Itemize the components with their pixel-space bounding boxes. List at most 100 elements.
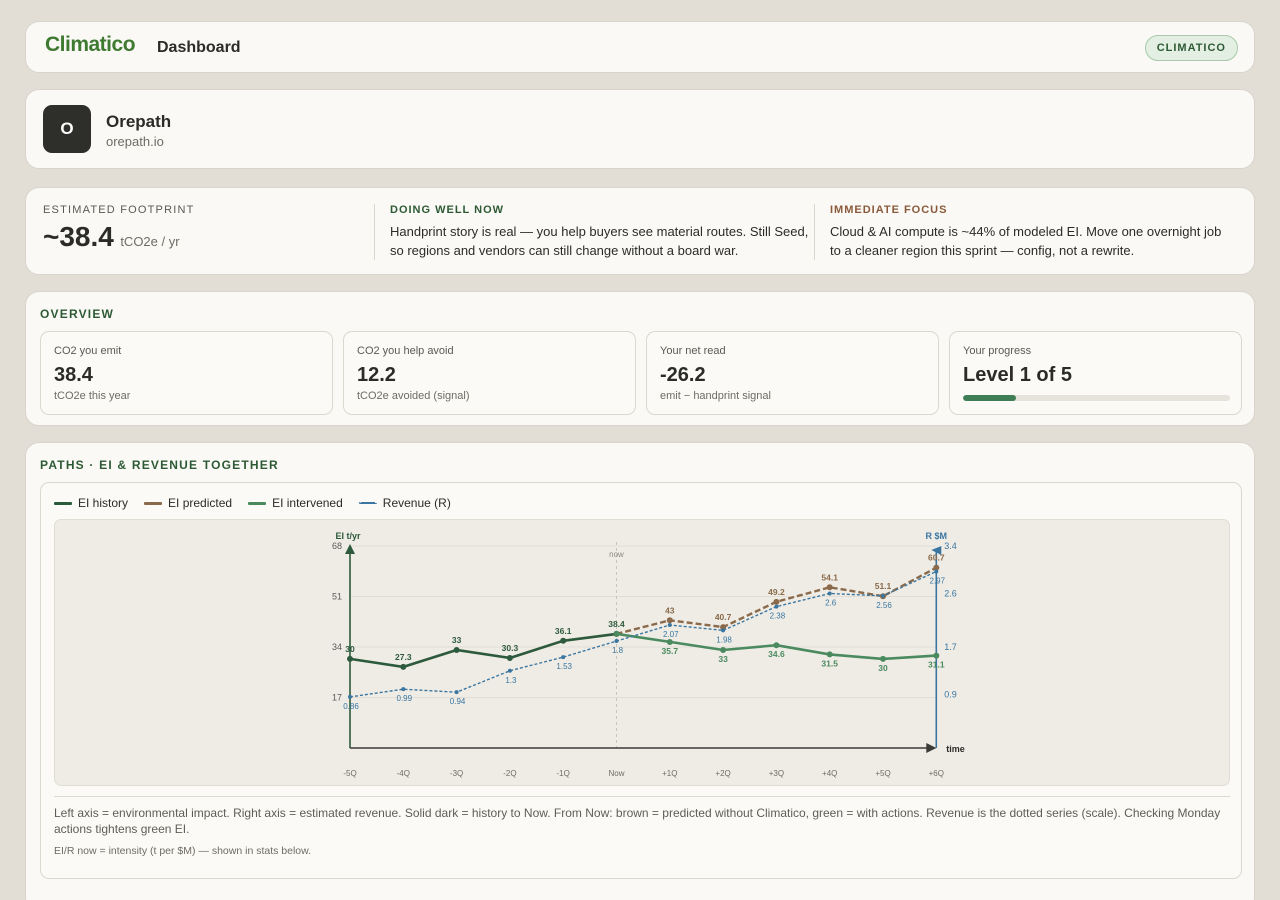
company-name: Orepath [106, 112, 172, 131]
data-point [614, 639, 619, 644]
data-label: 54.1 [821, 572, 838, 582]
data-point [933, 564, 940, 571]
data-point [721, 628, 726, 633]
data-label: 2.97 [930, 577, 946, 586]
logo-text: Climatico [45, 33, 136, 56]
footprint-value-row: ~38.4 tCO2e / yr [43, 221, 363, 253]
data-point [773, 642, 780, 649]
left-tick-label: 17 [332, 693, 342, 703]
right-tick-label: 3.4 [944, 541, 957, 551]
data-label: 51.1 [875, 581, 892, 591]
stat-sub: emit − handprint signal [660, 390, 771, 402]
data-label: 35.7 [662, 646, 679, 656]
data-label: 38.4 [608, 619, 625, 629]
data-point [401, 687, 406, 692]
legend-label: EI predicted [168, 496, 233, 510]
left-tick-label: 68 [332, 541, 342, 551]
data-point [933, 652, 940, 659]
data-label: 0.86 [343, 702, 359, 711]
x-tick-label: +1Q [662, 769, 677, 778]
x-tick-label: -2Q [503, 769, 516, 778]
data-label: 1.3 [505, 676, 517, 685]
left-axis-label: EI t/yr [335, 531, 361, 541]
legend-label: EI intervened [272, 496, 343, 510]
data-point [454, 690, 459, 695]
footprint-unit: tCO2e / yr [120, 234, 180, 249]
data-label: 2.6 [825, 599, 837, 608]
chart-panel: EI history EI predicted EI intervened Re… [40, 482, 1242, 879]
data-label: 0.99 [397, 694, 413, 703]
brand-badge: CLIMATICO [1144, 35, 1238, 61]
stat-sub: tCO2e this year [54, 390, 131, 402]
footprint-label: ESTIMATED FOOTPRINT [43, 204, 195, 216]
data-label: 2.38 [770, 612, 786, 621]
data-label: 2.07 [663, 630, 679, 639]
data-label: 33 [452, 635, 462, 645]
legend-label: EI history [78, 496, 129, 510]
estimated-footprint: ESTIMATED FOOTPRINT ~38.4 tCO2e / yr [43, 204, 363, 253]
data-label: 30 [345, 644, 355, 654]
overview-card: OVERVIEW CO2 you emit 38.4 tCO2e this ye… [25, 291, 1255, 426]
company-domain: orepath.io [106, 134, 164, 149]
data-label: 1.53 [556, 662, 572, 671]
data-label: 34.6 [768, 649, 785, 659]
data-label: 0.94 [450, 697, 466, 706]
data-point [826, 651, 833, 658]
stat-sub: tCO2e avoided (signal) [357, 390, 470, 402]
page-title: Dashboard [157, 39, 241, 56]
climatico-logo[interactable]: Climatico [45, 33, 136, 57]
progress-fill [963, 395, 1017, 401]
data-label: 33 [718, 654, 728, 664]
right-axis-arrow [931, 546, 942, 555]
x-tick-label: +5Q [875, 769, 890, 778]
chart-footnote: EI/R now = intensity (t per $M) — shown … [54, 845, 312, 857]
x-tick-label: -1Q [557, 769, 570, 778]
x-tick-label: -4Q [397, 769, 410, 778]
legend-item-ei-history[interactable]: EI history [54, 496, 128, 510]
left-axis-arrow [345, 544, 355, 554]
right-tick-label: 1.7 [944, 642, 957, 652]
data-label: 36.1 [555, 626, 572, 636]
data-point [400, 663, 407, 670]
data-label: 30.3 [502, 643, 519, 653]
chart-legend: EI history EI predicted EI intervened Re… [54, 496, 467, 510]
data-point [453, 646, 460, 653]
data-label: 1.98 [716, 635, 732, 644]
data-point [561, 655, 566, 660]
footprint-value: ~38.4 [43, 221, 114, 252]
paths-chart: now EI t/yr R $M time 17 34 51 68 0.9 1.7 2.6 3.4 -5… [332, 531, 965, 778]
stat-label: Your net read [660, 345, 726, 357]
data-label: 31.5 [821, 658, 838, 668]
x-axis-label: time [946, 744, 965, 754]
x-axis-arrow [926, 743, 937, 753]
right-tick-label: 0.9 [944, 690, 957, 700]
x-tick-label: +6Q [929, 769, 944, 778]
stat-value: -26.2 [660, 364, 706, 386]
data-label: 40.7 [715, 612, 732, 622]
right-tick-label: 2.6 [944, 589, 957, 599]
data-label: 43 [665, 605, 675, 615]
data-point [826, 584, 833, 591]
focus-text: Cloud & AI compute is ~44% of modeled EI… [830, 224, 1222, 258]
data-point [773, 598, 780, 605]
data-point [613, 630, 620, 637]
legend-item-ei-intervened[interactable]: EI intervened [248, 496, 343, 510]
legend-item-revenue[interactable]: Revenue (R) [358, 496, 451, 510]
x-tick-label: +4Q [822, 769, 837, 778]
legend-swatch [358, 502, 377, 504]
doing-well-text: Handprint story is real — you help buyer… [390, 224, 809, 258]
stat-progress: Your progress Level 1 of 5 [949, 331, 1242, 415]
legend-item-ei-predicted[interactable]: EI predicted [144, 496, 232, 510]
progress-bar [963, 395, 1230, 401]
data-point [667, 623, 672, 628]
data-label: 2.56 [876, 601, 892, 610]
company-card: O Orepath orepath.io [25, 89, 1255, 169]
divider [54, 796, 1230, 797]
data-label: 27.3 [395, 652, 412, 662]
data-point [560, 637, 567, 644]
left-tick-label: 51 [332, 592, 342, 602]
stat-label: CO2 you help avoid [357, 345, 454, 357]
data-point [720, 624, 727, 631]
left-tick-label: 34 [332, 642, 342, 652]
data-point [774, 604, 779, 609]
